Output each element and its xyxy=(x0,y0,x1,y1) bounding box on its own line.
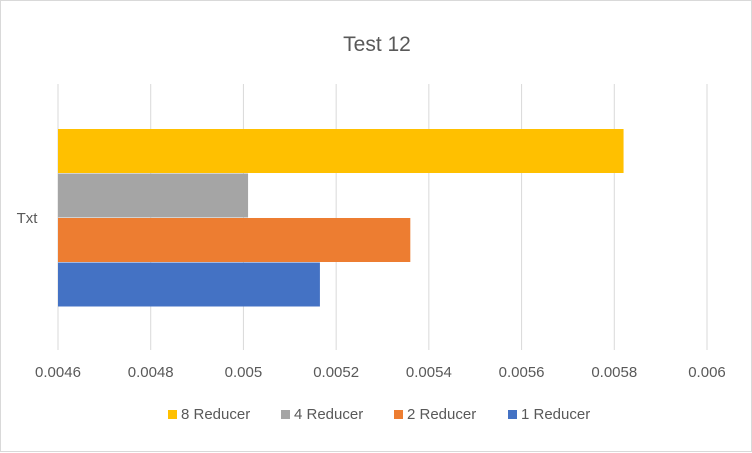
legend-swatch xyxy=(508,410,517,419)
x-axis-ticks: 0.0046 0.0048 0.005 0.0052 0.0054 0.0056 0.005… xyxy=(35,364,726,381)
x-tick-label: 0.005 xyxy=(225,364,263,381)
legend-swatch xyxy=(168,410,177,419)
category-label: Txt xyxy=(17,210,39,227)
x-tick-label: 0.0046 xyxy=(35,364,81,381)
chart-title: Test 12 xyxy=(343,33,411,56)
x-tick-label: 0.0054 xyxy=(406,364,452,381)
bar-2-reducer xyxy=(58,218,411,262)
y-axis-categories: Txt xyxy=(17,210,39,227)
bar-4-reducer xyxy=(58,173,249,218)
x-tick-label: 0.0056 xyxy=(499,364,545,381)
legend-label: 1 Reducer xyxy=(521,406,590,423)
legend-swatch xyxy=(394,410,403,419)
legend-label: 8 Reducer xyxy=(181,406,250,423)
bar-1-reducer xyxy=(58,262,320,307)
x-tick-label: 0.0058 xyxy=(591,364,637,381)
x-tick-label: 0.006 xyxy=(688,364,726,381)
legend-label: 2 Reducer xyxy=(407,406,476,423)
bar-8-reducer xyxy=(58,129,624,173)
bars xyxy=(58,129,624,307)
legend-swatch xyxy=(281,410,290,419)
x-tick-label: 0.0048 xyxy=(128,364,174,381)
x-tick-label: 0.0052 xyxy=(313,364,359,381)
legend: 8 Reducer 4 Reducer 2 Reducer 1 Reducer xyxy=(168,406,590,423)
legend-label: 4 Reducer xyxy=(294,406,363,423)
